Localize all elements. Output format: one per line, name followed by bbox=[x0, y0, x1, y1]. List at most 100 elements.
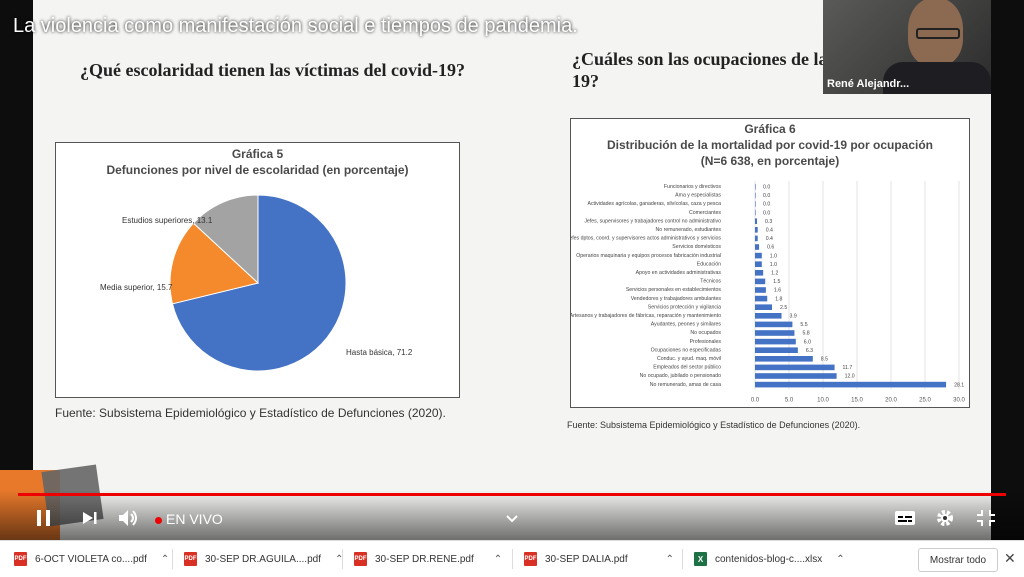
video-player[interactable]: ¿Qué escolaridad tienen las víctimas del… bbox=[0, 0, 1024, 540]
bar bbox=[755, 270, 764, 276]
x-tick-label: 10.0 bbox=[817, 397, 829, 403]
category-label: Comerciantes bbox=[689, 210, 721, 216]
bar-value-label: 0.0 bbox=[763, 210, 770, 216]
download-item[interactable]: PDF 30-SEP DR.RENE.pdf ⌃ bbox=[354, 541, 502, 577]
download-item[interactable]: X contenidos-blog-c....xlsx ⌃ bbox=[694, 541, 845, 577]
bar-value-label: 3.9 bbox=[790, 314, 797, 320]
bar bbox=[755, 373, 837, 379]
download-name: 6-OCT VIOLETA co....pdf bbox=[35, 553, 147, 565]
exit-fullscreen-icon[interactable] bbox=[976, 509, 996, 532]
video-title: La violencia como manifestación social e… bbox=[13, 15, 578, 37]
chevron-up-icon[interactable]: ⌃ bbox=[493, 553, 503, 565]
excel-icon: X bbox=[694, 552, 707, 566]
presenter-body bbox=[883, 62, 991, 94]
bar-value-label: 5.5 bbox=[800, 322, 807, 328]
category-label: Ayudantes, peones y similares bbox=[651, 322, 722, 328]
category-label: Jefes, supervisores y trabajadores contr… bbox=[584, 218, 721, 224]
skip-next-icon[interactable] bbox=[82, 511, 98, 530]
bar bbox=[755, 201, 756, 207]
download-item[interactable]: PDF 30-SEP DALIA.pdf ⌃ bbox=[524, 541, 674, 577]
live-indicator: EN VIVO bbox=[155, 511, 223, 527]
divider bbox=[682, 549, 683, 569]
category-label: Servicios personales en establecimientos bbox=[626, 287, 722, 293]
gear-icon[interactable] bbox=[935, 508, 955, 533]
download-name: 30-SEP DALIA.pdf bbox=[545, 553, 628, 565]
player-controls bbox=[0, 490, 1024, 540]
category-label: Servicios protección y vigilancia bbox=[648, 304, 721, 310]
bar bbox=[755, 184, 756, 190]
category-label: Vendedores y trabajadores ambulantes bbox=[631, 296, 722, 302]
bar-value-label: 1.5 bbox=[773, 279, 780, 285]
pie-slice bbox=[171, 194, 347, 372]
bar bbox=[755, 313, 782, 319]
bar bbox=[755, 364, 835, 371]
category-label: Apoyo en actividades administrativas bbox=[636, 270, 722, 276]
show-all-button[interactable]: Mostrar todo bbox=[918, 548, 998, 572]
download-item[interactable]: PDF 6-OCT VIOLETA co....pdf ⌃ bbox=[14, 541, 169, 577]
download-item[interactable]: PDF 30-SEP DR.AGUILA....pdf ⌃ bbox=[184, 541, 343, 577]
x-tick-label: 15.0 bbox=[851, 397, 863, 403]
divider bbox=[342, 549, 343, 569]
right-question-line2: 19? bbox=[572, 71, 599, 91]
left-source: Fuente: Subsistema Epidemiológico y Esta… bbox=[55, 406, 446, 420]
bar-value-label: 8.5 bbox=[821, 357, 828, 363]
pie-chart-box: Gráfica 5 Defunciones por nivel de escol… bbox=[55, 142, 460, 398]
webcam-view[interactable]: René Alejandr... bbox=[823, 0, 991, 94]
chevron-up-icon[interactable]: ⌃ bbox=[160, 553, 170, 565]
category-label: Empleados del sector público bbox=[653, 365, 721, 371]
category-label: Técnicos bbox=[700, 279, 721, 285]
pie-slice-label: Estudios superiores, 13.1 bbox=[122, 216, 213, 225]
category-label: Jefes dptos, coord. y supervisores actos… bbox=[571, 236, 721, 242]
right-question: ¿Cuáles son las ocupaciones de las v 19? bbox=[572, 48, 848, 92]
category-label: Servicios domésticos bbox=[672, 244, 721, 250]
progress-bar[interactable] bbox=[18, 493, 1006, 496]
x-tick-label: 20.0 bbox=[885, 397, 897, 403]
bar-value-label: 1.6 bbox=[774, 288, 781, 294]
bar-chart-subtitle: (N=6 638, en porcentaje) bbox=[700, 154, 840, 168]
bar bbox=[755, 218, 758, 224]
category-label: Profesionales bbox=[690, 339, 722, 345]
bar bbox=[755, 192, 756, 199]
chevron-up-icon[interactable]: ⌃ bbox=[836, 553, 845, 565]
bar-value-label: 0.3 bbox=[765, 219, 772, 225]
bar-value-label: 11.7 bbox=[843, 365, 853, 371]
bar bbox=[755, 381, 947, 388]
bar bbox=[755, 295, 768, 302]
webcam-name: René Alejandr... bbox=[827, 78, 910, 90]
download-name: 30-SEP DR.AGUILA....pdf bbox=[205, 553, 321, 565]
bar bbox=[755, 330, 795, 336]
chevron-up-icon[interactable]: ⌃ bbox=[665, 553, 675, 565]
bar bbox=[755, 278, 766, 285]
bar bbox=[755, 356, 813, 362]
category-label: Ocupaciones no especificadas bbox=[651, 347, 722, 353]
right-source: Fuente: Subsistema Epidemiológico y Esta… bbox=[567, 420, 861, 430]
bar-value-label: 12.0 bbox=[845, 374, 855, 380]
live-dot-icon bbox=[155, 516, 162, 524]
pause-icon[interactable] bbox=[36, 509, 52, 532]
x-tick-label: 25.0 bbox=[919, 397, 931, 403]
bar-value-label: 1.0 bbox=[770, 262, 777, 268]
pie-slice bbox=[169, 222, 260, 305]
bar-chart-box: Gráfica 6 Distribución de la mortalidad … bbox=[570, 118, 970, 408]
pdf-icon: PDF bbox=[524, 552, 537, 566]
left-question: ¿Qué escolaridad tienen las víctimas del… bbox=[80, 60, 465, 80]
bar bbox=[755, 244, 760, 250]
chevron-up-icon[interactable]: ⌃ bbox=[334, 553, 344, 565]
subtitles-icon[interactable] bbox=[894, 510, 916, 531]
category-label: No ocupado, jubilado o pensionado bbox=[640, 373, 721, 379]
bar-value-label: 28.1 bbox=[954, 382, 964, 388]
close-icon[interactable]: ✕ bbox=[1004, 550, 1016, 566]
bar-value-label: 1.2 bbox=[771, 271, 778, 277]
pie-slice-label: Media superior, 15.7 bbox=[100, 283, 173, 292]
pie-chart-caption: Gráfica 5 bbox=[231, 147, 284, 161]
download-name: 30-SEP DR.RENE.pdf bbox=[375, 553, 474, 565]
x-tick-label: 5.0 bbox=[785, 397, 794, 403]
bar-value-label: 0.0 bbox=[763, 193, 770, 199]
downloads-bar: PDF 6-OCT VIOLETA co....pdf ⌃ PDF 30-SEP… bbox=[0, 540, 1024, 577]
volume-icon[interactable] bbox=[118, 508, 140, 533]
chevron-down-icon[interactable] bbox=[506, 510, 518, 528]
divider bbox=[512, 549, 513, 569]
bar-chart: 0.0 5.0 10.0 15.0 20.0 25.0 30.0 Funcionarios y… bbox=[571, 181, 965, 403]
bar bbox=[755, 252, 762, 259]
category-label: Artesanos y trabajadores de fábricas, re… bbox=[571, 313, 721, 319]
